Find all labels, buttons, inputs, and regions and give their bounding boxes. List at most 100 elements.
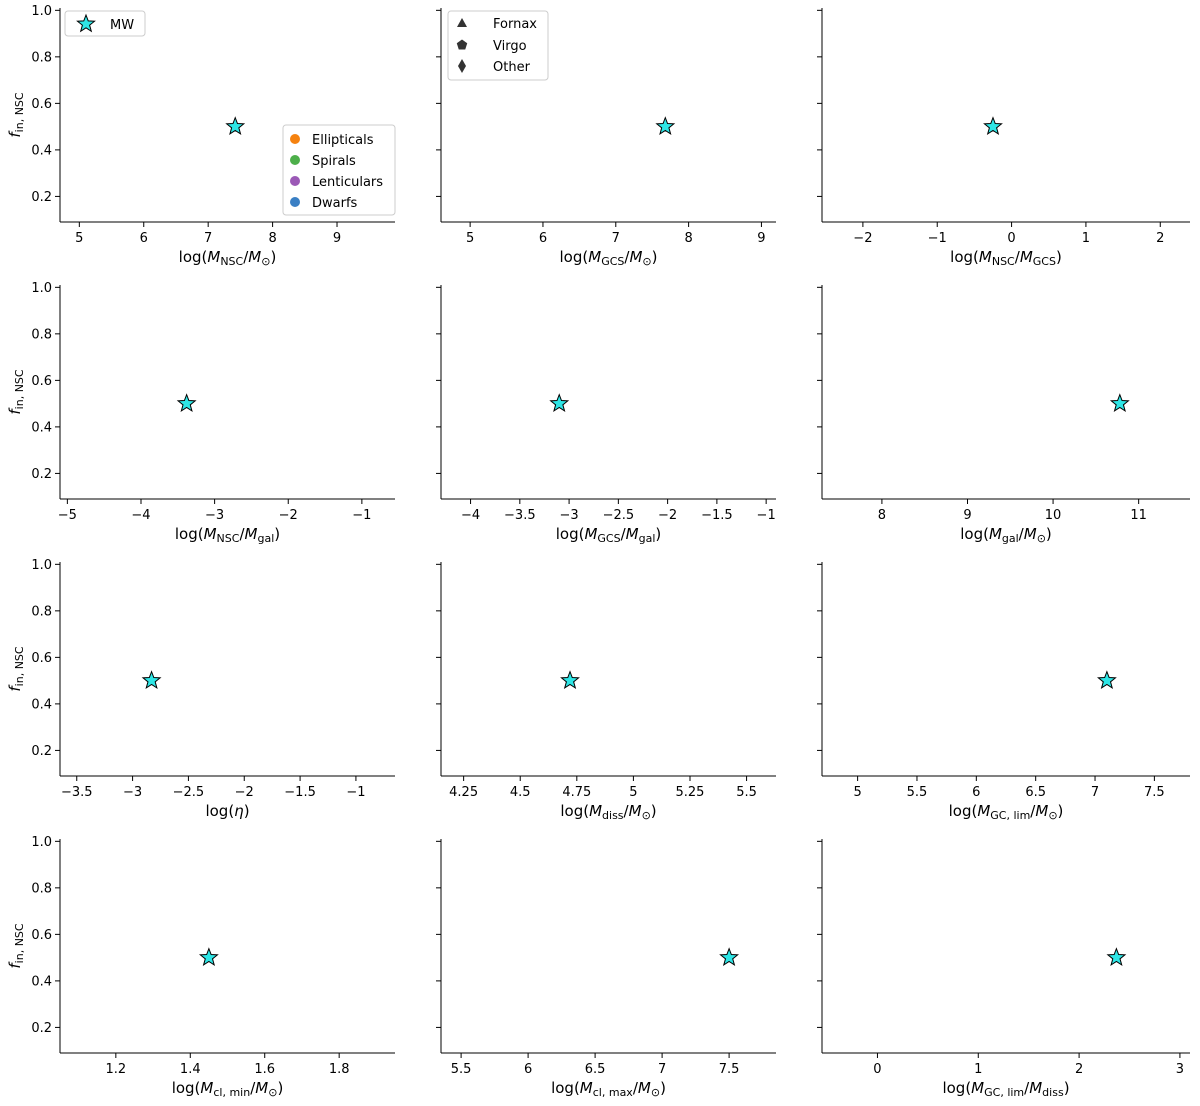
panel-p4: −5 −4 −3 −2 −1 0.2 0.4 0.6 0.8 1.0 log(MNSC/Mgal) f… [6,281,395,545]
x-tick-label: −1.5 [284,785,316,800]
x-tick-label: 7.5 [1144,785,1165,800]
x-tick-label: 2 [1075,1062,1083,1077]
y-tick-label: 1.0 [31,4,52,19]
y-tick-label: 0.8 [31,327,52,342]
x-tick-label: −1 [928,231,947,246]
legend-group-box [447,10,549,81]
x-tick-label: −3 [123,785,142,800]
mw-star-marker [719,947,740,967]
x-tick-label: 6.5 [1025,785,1046,800]
mw-star-marker [198,947,219,967]
legend-mw: MW [64,10,146,37]
y-tick-label: 0.2 [31,1021,52,1036]
y-tick-label: 1.0 [31,558,52,573]
mw-star-marker [141,670,162,690]
y-tick-label: 0.2 [31,190,52,205]
x-tick-label: 7 [204,231,212,246]
legend-fornax-marker [457,18,467,27]
y-tick-label: 0.6 [31,97,52,112]
y-tick-label: 0.4 [31,974,52,989]
x-tick-label: 4.75 [562,785,591,800]
y-tick-label: 0.4 [31,697,52,712]
x-axis-label: log(Mdiss/M⊙) [560,802,656,822]
x-tick-label: 6 [972,785,980,800]
y-axis-label: fin, NSC [6,923,26,969]
panel-p9: 5 5.5 6 6.5 7 7.5 log(MGC, lim/M⊙) [817,562,1190,822]
x-axis-label: log(Mgal/M⊙) [960,525,1052,545]
x-tick-label: 1.8 [329,1062,350,1077]
x-axis-label: log(MNSC/M⊙) [179,248,277,268]
x-axis-label: log(MGC, lim/M⊙) [949,802,1064,822]
mw-star-legend-icon [76,13,96,33]
x-axis-label: log(η) [205,802,249,820]
legend-other-marker [458,59,466,73]
y-tick-label: 1.0 [31,281,52,296]
x-axis-label: log(Mcl, min/M⊙) [172,1079,284,1099]
mw-star-marker [1096,670,1117,690]
x-tick-label: −1 [346,785,365,800]
panel-p5: −4 −3.5 −3 −2.5 −2 −1.5 −1 log(MGCS/Mgal) [436,285,776,545]
mw-star-marker [655,116,676,136]
x-tick-label: 5 [75,231,83,246]
x-tick-label: −2 [658,508,677,523]
y-tick-label: 0.6 [31,651,52,666]
legend-lenticulars-marker [290,176,300,186]
x-tick-label: 6 [140,231,148,246]
panel-p10: 1.2 1.4 1.6 1.8 0.2 0.4 0.6 0.8 1.0 log(Mcl, min/… [6,835,395,1099]
legend-virgo-marker [456,39,468,50]
mw-star-marker [225,116,246,136]
x-tick-label: 5 [466,231,474,246]
x-tick-label: −3 [205,508,224,523]
x-tick-label: −3 [560,508,579,523]
x-tick-label: −4 [131,508,150,523]
x-tick-label: 5.5 [736,785,757,800]
x-tick-label: 8 [268,231,276,246]
panel-p8: 4.25 4.5 4.75 5 5.25 5.5 log(Mdiss/M⊙) [436,562,776,822]
x-tick-label: 7 [612,231,620,246]
x-tick-label: 11 [1130,508,1147,523]
y-axis-label: fin, NSC [6,92,26,138]
x-tick-label: 5 [629,785,637,800]
x-tick-label: 2 [1156,231,1164,246]
x-tick-label: −3.5 [504,508,536,523]
x-tick-label: 7 [1091,785,1099,800]
y-tick-label: 0.2 [31,744,52,759]
legend-ellipticals-marker [290,134,300,144]
panel-p1: 5 6 7 8 9 0.2 0.4 0.6 0.8 1.0 log(MNSC/M⊙) fin, NSC [6,4,395,268]
panel-p11: 5.5 6 6.5 7 7.5 log(Mcl, max/M⊙) [436,839,776,1099]
x-axis-label: log(MGCS/Mgal) [556,525,662,545]
x-tick-label: −2.5 [603,508,635,523]
x-tick-label: −4 [461,508,480,523]
x-tick-label: 6 [539,231,547,246]
y-tick-label: 0.8 [31,50,52,65]
x-axis-label: log(MGCS/M⊙) [560,248,658,268]
legend-category-box [282,124,396,216]
x-tick-label: −2 [853,231,872,246]
x-axis-label: log(MNSC/Mgal) [175,525,280,545]
legend-category: Ellipticals Spirals Lenticulars Dwarfs [282,124,396,216]
mw-star-marker [560,670,580,690]
x-tick-label: 5.25 [676,785,705,800]
x-tick-label: 8 [878,508,886,523]
legend-group: Fornax Virgo Other [447,10,549,81]
legend-spirals-label: Spirals [312,154,356,169]
x-tick-label: −2.5 [173,785,205,800]
panel-p7: −3.5 −3 −2.5 −2 −1.5 −1 0.2 0.4 0.6 0.8 1.0 log(η) f… [6,558,395,820]
legend-fornax-label: Fornax [493,17,537,32]
y-axis-label: fin, NSC [6,646,26,692]
x-tick-label: 9 [963,508,971,523]
x-tick-label: 4.25 [449,785,478,800]
legend-lenticulars-label: Lenticulars [312,175,383,190]
x-tick-label: 1.2 [105,1062,126,1077]
legend-other-label: Other [493,60,531,75]
mw-star-marker [1106,947,1127,967]
legend-mw-marker [76,13,96,33]
x-tick-label: 5 [853,785,861,800]
x-tick-label: 9 [333,231,341,246]
panel-p3: −2 −1 0 1 2 log(MNSC/MGCS) [817,8,1190,268]
x-tick-label: −5 [58,508,77,523]
x-tick-label: 1 [1082,231,1090,246]
x-tick-label: 7.5 [719,1062,740,1077]
x-axis-label: log(Mcl, max/M⊙) [551,1079,666,1099]
